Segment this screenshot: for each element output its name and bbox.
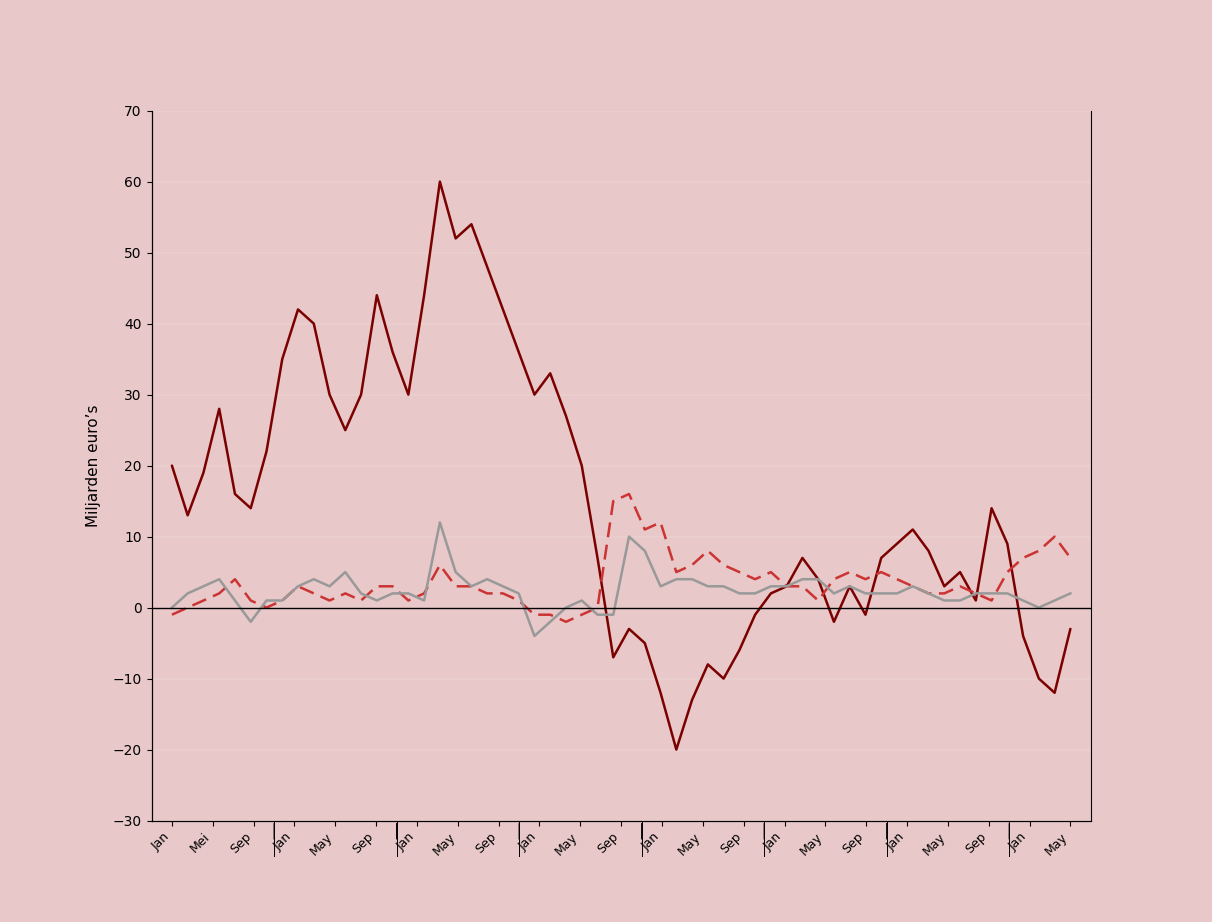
Y-axis label: Miljarden euro’s: Miljarden euro’s	[86, 405, 102, 526]
